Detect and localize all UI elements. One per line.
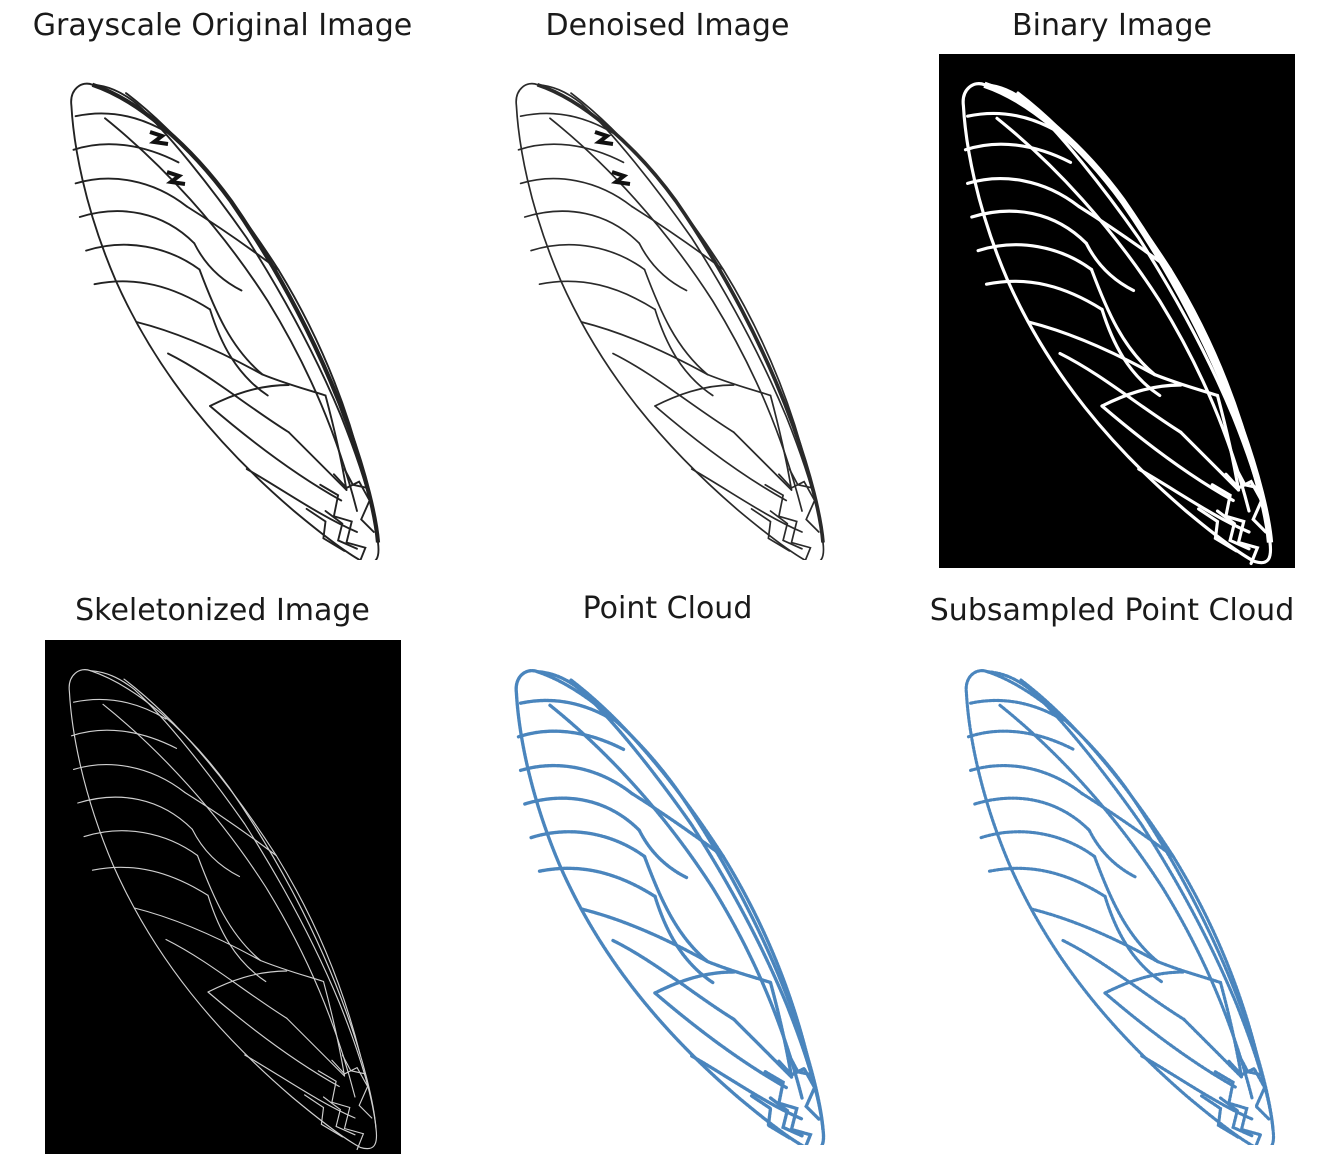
panel-binary: Binary Image bbox=[890, 0, 1334, 580]
panel-title: Denoised Image bbox=[545, 8, 790, 43]
panel-title: Subsampled Point Cloud bbox=[929, 593, 1295, 628]
wing-subsampled-point-cloud bbox=[950, 645, 1290, 1145]
panel-subsampled-point-cloud: Subsampled Point Cloud bbox=[890, 585, 1334, 1174]
wing-image-skeleton bbox=[45, 640, 401, 1154]
panel-title: Point Cloud bbox=[582, 591, 753, 626]
panel-skeletonized: Skeletonized Image bbox=[0, 585, 445, 1174]
wing-image-denoised bbox=[500, 60, 840, 560]
wing-point-cloud bbox=[500, 645, 840, 1145]
panel-denoised: Denoised Image bbox=[445, 0, 890, 580]
panel-grayscale-original: Grayscale Original Image bbox=[0, 0, 445, 580]
wing-image-grayscale bbox=[55, 60, 395, 560]
panel-point-cloud: Point Cloud bbox=[445, 585, 890, 1174]
wing-image-binary bbox=[939, 54, 1295, 568]
panel-title: Skeletonized Image bbox=[75, 593, 370, 628]
panel-title: Binary Image bbox=[1012, 8, 1212, 43]
panel-title: Grayscale Original Image bbox=[32, 8, 413, 43]
